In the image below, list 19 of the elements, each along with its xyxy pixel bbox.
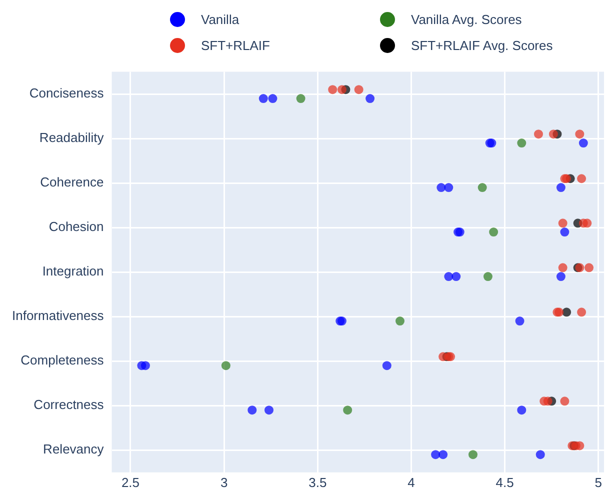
y-tick-label: Cohesion (48, 219, 104, 234)
y-tick-label: Integration (42, 264, 104, 279)
x-tick-label: 2.5 (121, 474, 140, 490)
x-tick-label: 4 (408, 474, 415, 490)
legend-label: Vanilla Avg. Scores (411, 12, 522, 26)
y-tick-label: Correctness (34, 397, 104, 412)
x-tick-label: 3.5 (308, 474, 327, 490)
legend-label: SFT+RLAIF (201, 38, 270, 52)
y-tick-label: Conciseness (29, 86, 104, 101)
x-tick-label: 3 (220, 474, 228, 490)
y-tick-label: Coherence (40, 174, 104, 190)
y-tick-label: Relevancy (43, 442, 104, 457)
x-tick-label: 5 (594, 474, 602, 490)
y-tick-label: Readability (39, 130, 104, 146)
x-tick-label: 4.5 (496, 474, 514, 490)
y-tick-label: Completeness (20, 352, 104, 368)
legend-label: SFT+RLAIF Avg. Scores (411, 38, 553, 52)
legend-label: Vanilla (201, 12, 240, 26)
y-tick-label: Informativeness (12, 308, 104, 324)
